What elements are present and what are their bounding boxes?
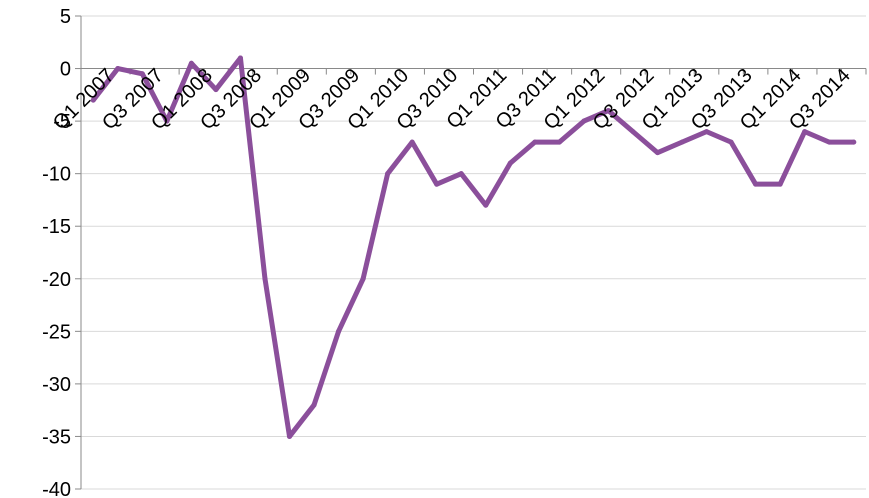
data-point [704,129,710,135]
data-point [90,97,96,103]
data-point [581,118,587,124]
data-point [458,171,464,177]
data-point [139,71,145,77]
y-tick-label: 5 [60,6,71,28]
series-layer [90,55,857,439]
y-tick-label: -30 [42,374,71,396]
y-tick-label: -25 [42,321,71,343]
data-point [188,60,194,66]
data-point [336,328,342,334]
y-tick-label: -35 [42,426,71,448]
data-point [507,160,513,166]
y-tick-label: -40 [42,479,71,498]
data-point [262,276,268,282]
data-point [802,129,808,135]
y-tick-label: -5 [53,111,71,133]
data-point [556,139,562,145]
data-point [630,129,636,135]
data-point [679,139,685,145]
y-tick-label: -20 [42,269,71,291]
data-point [532,139,538,145]
data-point [654,150,660,156]
data-point [851,139,857,145]
data-point [777,181,783,187]
data-point [287,433,293,439]
y-tick-label: -15 [42,216,71,238]
data-point [728,139,734,145]
data-point [213,87,219,93]
data-point [360,276,366,282]
data-point [753,181,759,187]
data-point [409,139,415,145]
y-tick-label: 0 [60,59,71,81]
data-point [311,402,317,408]
data-point [826,139,832,145]
data-point [483,202,489,208]
series-line [90,55,857,439]
data-point [115,66,121,72]
data-point [237,55,243,61]
data-point [385,171,391,177]
data-point [605,108,611,114]
data-point [164,118,170,124]
data-point [434,181,440,187]
axis-layer [75,15,867,490]
y-tick-label-layer: 5 0 -5 -10 -15 -20 -25 -30 -35 -40 [42,6,71,498]
y-tick-label: -10 [42,164,71,186]
